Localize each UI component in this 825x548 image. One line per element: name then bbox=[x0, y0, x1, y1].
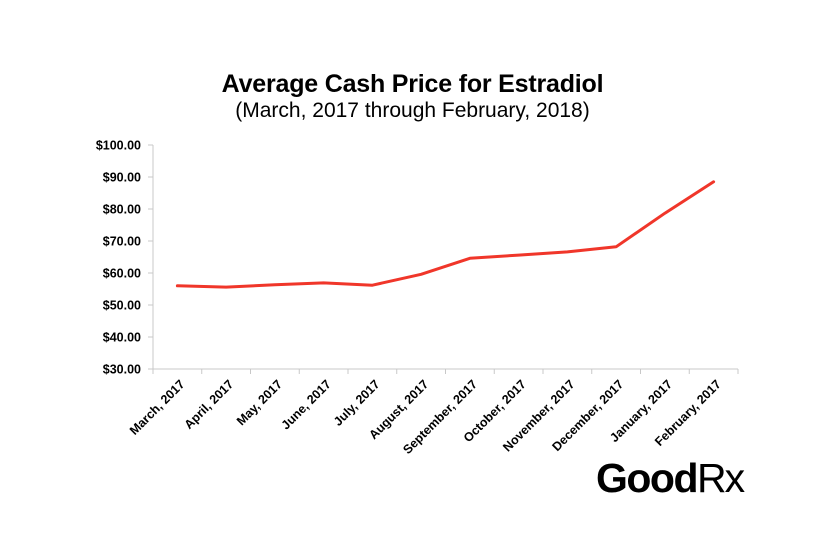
y-ticks: $30.00 $40.00 $50.00 $60.00 $70.00 $80.00 $90.… bbox=[96, 139, 153, 377]
series-line bbox=[175, 180, 716, 289]
goodrx-logo: GoodRx bbox=[596, 455, 745, 501]
chart-title: Average Cash Price for Estradiol bbox=[221, 70, 604, 98]
logo-rx: Rx bbox=[697, 455, 745, 501]
y-tick-label: $30.00 bbox=[103, 363, 141, 377]
x-tick-label: June, 2017 bbox=[279, 377, 334, 432]
x-tick-label: May, 2017 bbox=[234, 377, 285, 428]
y-tick-label: $60.00 bbox=[103, 267, 141, 281]
chart-subtitle: (March, 2017 through February, 2018) bbox=[235, 99, 590, 122]
x-tick-label: March, 2017 bbox=[127, 377, 188, 438]
x-tick-label: April, 2017 bbox=[182, 377, 237, 432]
y-tick-label: $100.00 bbox=[96, 139, 141, 153]
x-tick-label: July, 2017 bbox=[331, 377, 383, 429]
y-tick-label: $50.00 bbox=[103, 299, 141, 313]
series-group bbox=[175, 180, 716, 289]
y-tick-label: $80.00 bbox=[103, 203, 141, 217]
y-tick-label: $90.00 bbox=[103, 171, 141, 185]
y-tick-label: $70.00 bbox=[103, 235, 141, 249]
y-tick-label: $40.00 bbox=[103, 331, 141, 345]
logo-text: Good bbox=[596, 455, 699, 501]
